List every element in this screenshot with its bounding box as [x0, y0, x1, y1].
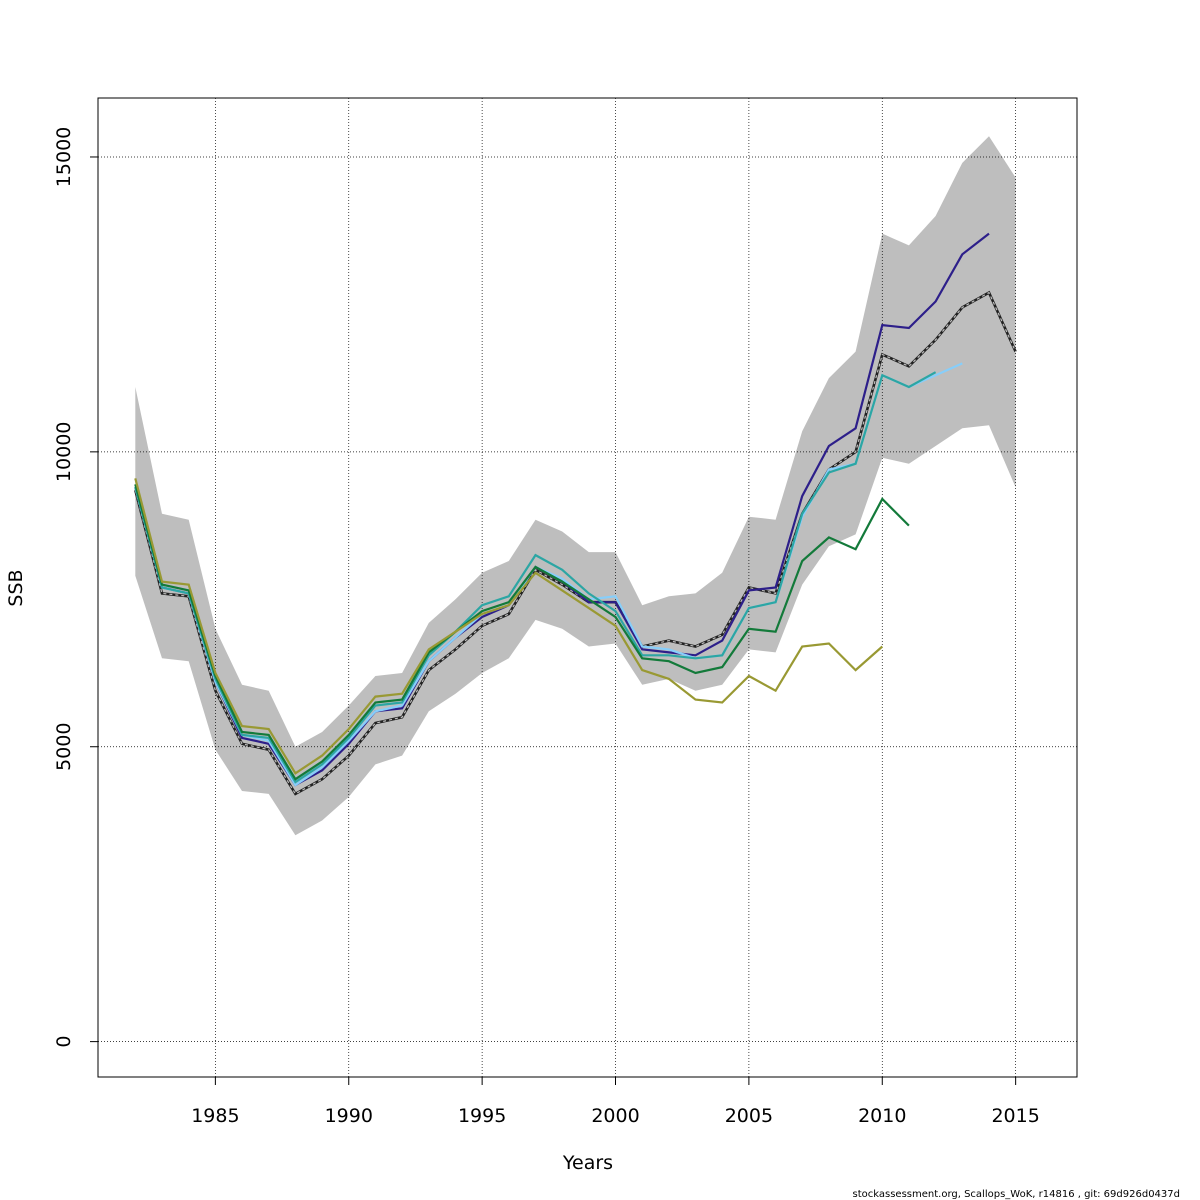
- y-axis-title: SSB: [5, 569, 27, 606]
- confidence-band-layer: [135, 136, 1016, 836]
- x-tick-label: 1985: [191, 1105, 239, 1127]
- x-tick-label: 2010: [858, 1105, 906, 1127]
- y-tick-label: 0: [53, 1036, 75, 1048]
- grid-layer: [98, 98, 1077, 1077]
- y-tick-label: 5000: [53, 723, 75, 771]
- series-line-3: [134, 371, 937, 784]
- x-tick-label: 1990: [325, 1105, 373, 1127]
- x-tick-label: 2005: [725, 1105, 773, 1127]
- x-axis-title: Years: [562, 1152, 613, 1174]
- series-line-0-dash: [134, 291, 1017, 795]
- series-line-4: [134, 484, 910, 781]
- series-line-5: [134, 478, 884, 775]
- footer-credit: stockassessment.org, Scallops_WoK, r1481…: [853, 1189, 1180, 1200]
- y-tick-label: 10000: [53, 422, 75, 482]
- series-layer: [134, 232, 1017, 796]
- x-tick-label: 2000: [591, 1105, 639, 1127]
- confidence-band: [135, 136, 1016, 836]
- x-axis: 1985 1990 1995 2000 2005 2010 2015: [191, 1076, 1040, 1127]
- y-axis: 0 5000 10000 15000: [53, 127, 99, 1048]
- x-tick-label: 2015: [991, 1105, 1039, 1127]
- y-tick-label: 15000: [53, 127, 75, 187]
- x-tick-label: 1995: [458, 1105, 506, 1127]
